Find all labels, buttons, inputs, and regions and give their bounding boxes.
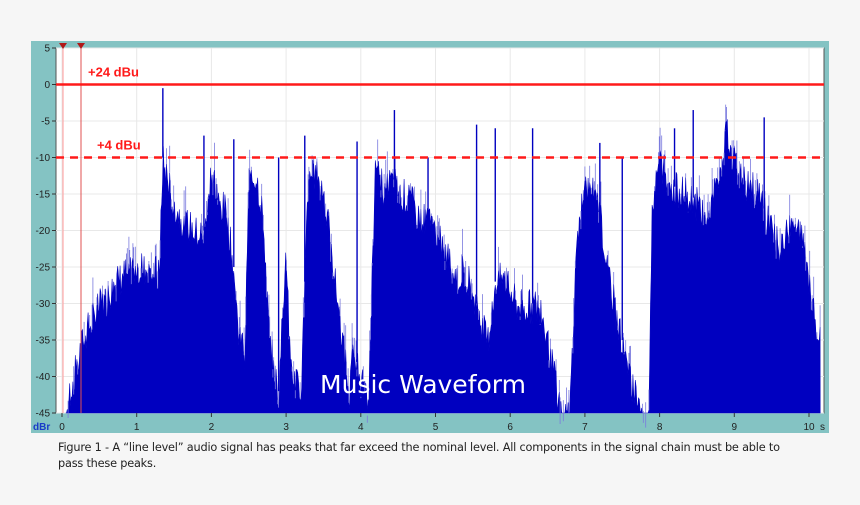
y-axis: 5 0 -5 -10 -15 -20 -25 -30 -35 -40 -45	[36, 44, 56, 420]
y-tick-label: -15	[36, 190, 51, 201]
y-tick-label: -40	[36, 372, 51, 383]
y-tick-label: -45	[36, 409, 51, 420]
y-unit-label: dBr	[33, 422, 50, 433]
reference-line-label: +24 dBu	[88, 65, 139, 80]
y-tick-label: -10	[36, 153, 51, 164]
y-tick-label: -30	[36, 299, 51, 310]
y-tick-label: -20	[36, 226, 51, 237]
x-tick-label: 8	[657, 422, 663, 433]
x-tick-label: 0	[59, 422, 65, 433]
y-tick-label: 0	[44, 80, 50, 91]
marker-triangle-icon[interactable]	[59, 43, 67, 49]
x-tick-label: 7	[582, 422, 588, 433]
marker-triangle-icon[interactable]	[77, 43, 85, 49]
x-tick-label: 4	[358, 422, 364, 433]
chart-watermark-title: Music Waveform	[320, 370, 526, 399]
x-tick-label: 3	[283, 422, 289, 433]
chart-frame: +24 dBu +4 dBu 5 0 -5 -10 -15 -20 -25 -30 -35 -40 -…	[31, 41, 829, 433]
y-tick-label: 5	[44, 44, 50, 55]
x-tick-label: 10	[803, 422, 815, 433]
time-markers[interactable]	[59, 43, 85, 413]
waveform-fill	[65, 118, 821, 414]
y-tick-label: -35	[36, 336, 51, 347]
waveform-spikes	[67, 104, 821, 428]
x-tick-label: 9	[732, 422, 738, 433]
waveform-area	[65, 88, 821, 428]
reference-lines: +24 dBu +4 dBu	[56, 65, 824, 159]
x-tick-label: 5	[433, 422, 439, 433]
y-tick-label: -25	[36, 263, 51, 274]
reference-line-label: +4 dBu	[97, 138, 141, 153]
x-tick-label: 1	[134, 422, 140, 433]
x-tick-label: 6	[507, 422, 513, 433]
x-tick-label: 2	[209, 422, 215, 433]
waveform-chart: +24 dBu +4 dBu 5 0 -5 -10 -15 -20 -25 -30 -35 -40 -…	[33, 43, 825, 433]
y-tick-label: -5	[41, 117, 50, 128]
x-axis: 0 1 2 3 4 5 6 7 8 9 10	[59, 413, 815, 433]
figure-caption: Figure 1 - A “line level” audio signal h…	[58, 441, 780, 470]
x-unit-label: s	[820, 422, 825, 433]
